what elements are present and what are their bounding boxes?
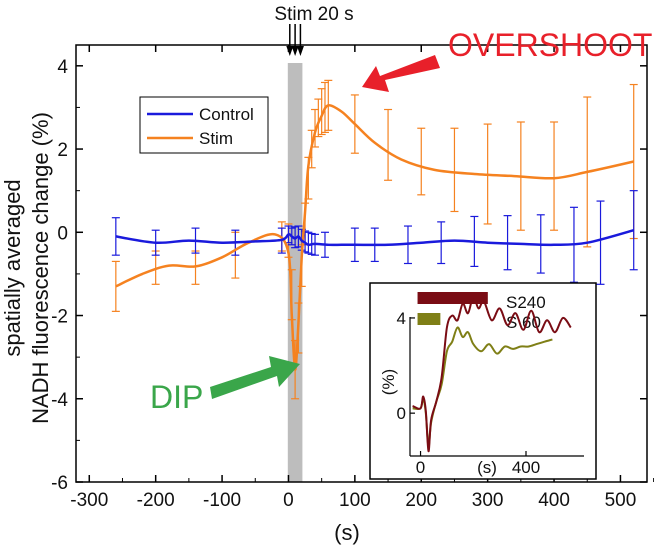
x-tick-label: 300 — [472, 490, 504, 511]
inset-legend-s240: S240 — [506, 293, 546, 312]
s240-inset-line — [412, 295, 572, 453]
y-tick-label: -2 — [51, 307, 68, 328]
x-tick-label: -200 — [137, 490, 175, 511]
overshoot-label: OVERSHOOT — [448, 27, 652, 63]
inset-stim-bar-s60 — [417, 313, 441, 325]
y-axis-title-line1: spatially averaged — [0, 179, 25, 356]
legend-box — [139, 96, 269, 154]
stim-label: Stim 20 s — [274, 4, 353, 25]
overshoot-arrow-icon — [362, 55, 440, 92]
inset-y-tick-label: 0 — [397, 404, 406, 423]
x-tick-label: 0 — [283, 490, 294, 511]
inset-x-tick-label: 400 — [512, 458, 540, 477]
stim-arrow-head-icon — [296, 46, 304, 56]
stim-arrow-head-icon — [291, 46, 299, 56]
y-tick-label: 4 — [57, 57, 68, 78]
dip-label: DIP — [150, 379, 203, 415]
y-tick-label: 0 — [57, 223, 68, 244]
dip-arrow-icon — [210, 356, 300, 399]
y-tick-label: 2 — [57, 140, 68, 161]
main-plot-frame — [75, 44, 648, 483]
x-tick-label: -300 — [70, 490, 108, 511]
stim-series-line — [115, 104, 634, 371]
inset-y-axis-title: (%) — [379, 369, 398, 395]
x-tick-label: 200 — [405, 490, 437, 511]
x-tick-label: -100 — [203, 490, 241, 511]
inset-legend-s60: S 60 — [506, 313, 541, 332]
x-tick-label: 100 — [339, 490, 371, 511]
inset-y-tick-label: 4 — [397, 309, 406, 328]
y-tick-label: -6 — [51, 473, 68, 494]
control-series-line — [115, 228, 635, 247]
inset-x-tick-label: 0 — [416, 458, 425, 477]
stim-arrow-head-icon — [286, 46, 294, 56]
stimulus-shade — [287, 63, 303, 482]
legend-label-stim: Stim — [199, 129, 233, 148]
legend-label-control: Control — [199, 105, 254, 124]
legend: Control Stim — [139, 96, 269, 154]
inset-frame-background — [369, 282, 597, 480]
x-tick-label: 400 — [538, 490, 570, 511]
inset-x-axis-title: (s) — [477, 458, 497, 477]
x-axis-title: (s) — [334, 520, 360, 545]
x-tick-label: 500 — [605, 490, 637, 511]
y-axis-title-line2: NADH fluorescence change (%) — [28, 112, 53, 424]
y-tick-label: -4 — [51, 390, 68, 411]
inset-stim-bar-s240 — [417, 292, 488, 304]
